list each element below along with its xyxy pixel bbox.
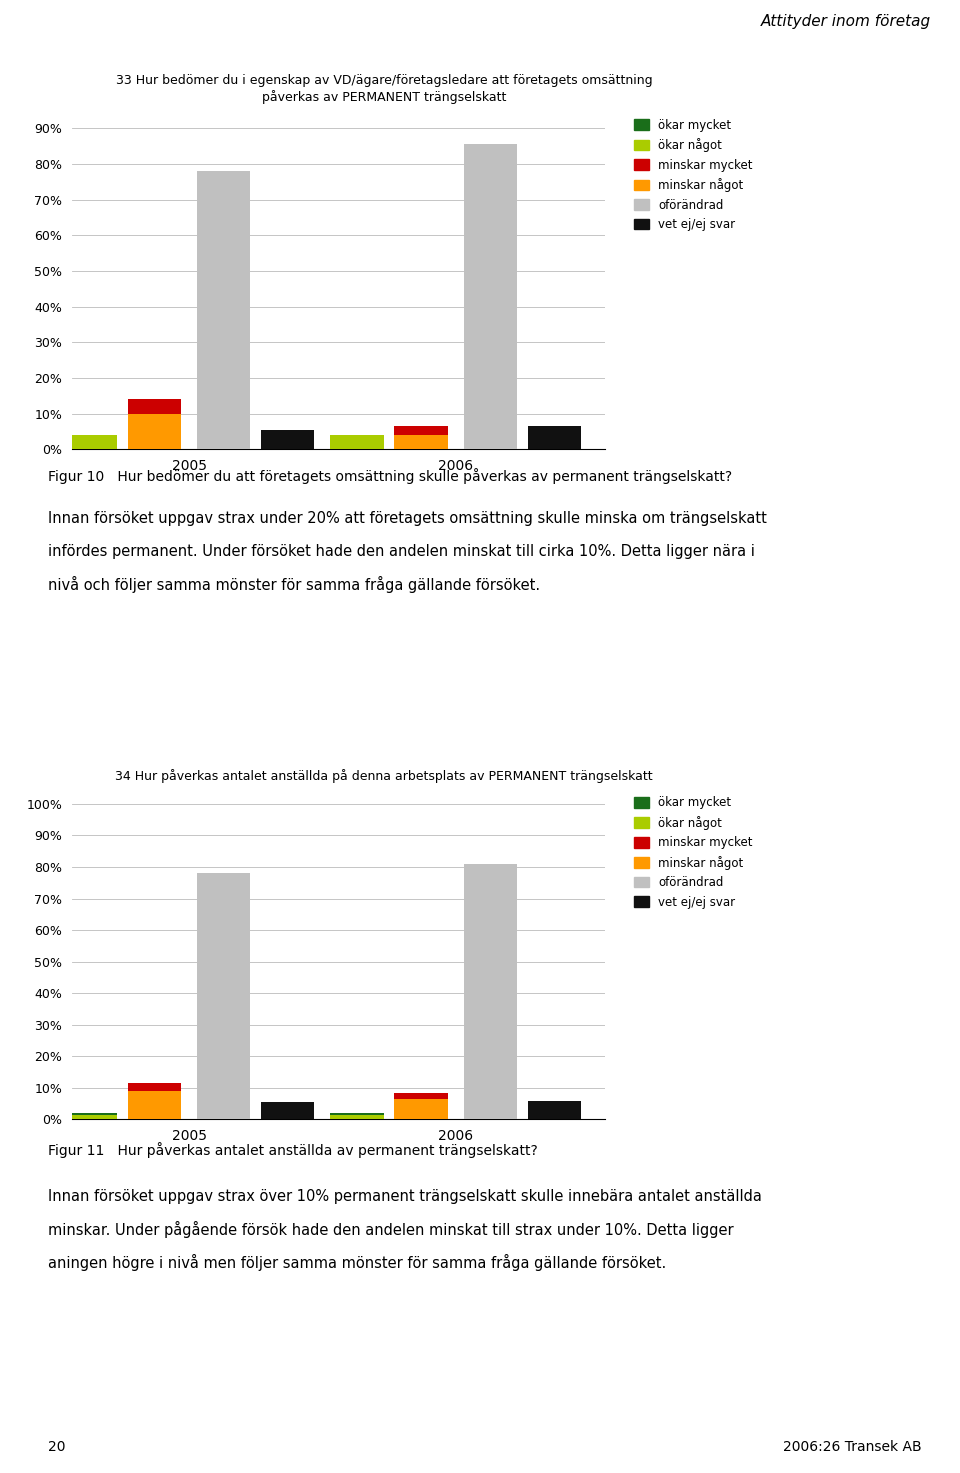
Text: 20: 20 bbox=[48, 1439, 65, 1454]
Bar bbox=[330, 1115, 384, 1119]
Legend: ökar mycket, ökar något, minskar mycket, minskar något, oförändrad, vet ej/ej sv: ökar mycket, ökar något, minskar mycket,… bbox=[632, 116, 755, 234]
Bar bbox=[395, 426, 447, 435]
Bar bbox=[261, 430, 315, 449]
Text: Attityder inom företag: Attityder inom företag bbox=[761, 15, 931, 29]
Bar bbox=[395, 1093, 447, 1099]
Text: Figur 11   Hur påverkas antalet anställda av permanent trängselskatt?: Figur 11 Hur påverkas antalet anställda … bbox=[48, 1142, 538, 1158]
Bar bbox=[64, 1114, 117, 1115]
Bar bbox=[64, 1115, 117, 1119]
Bar bbox=[197, 873, 251, 1119]
Bar bbox=[395, 1099, 447, 1119]
Text: aningen högre i nivå men följer samma mönster för samma fråga gällande försöket.: aningen högre i nivå men följer samma mö… bbox=[48, 1254, 666, 1271]
Bar bbox=[528, 1100, 581, 1119]
Bar bbox=[464, 144, 516, 449]
Text: Innan försöket uppgav strax över 10% permanent trängselskatt skulle innebära ant: Innan försöket uppgav strax över 10% per… bbox=[48, 1189, 762, 1203]
Bar bbox=[261, 1102, 315, 1119]
Text: 2006:26 Transek AB: 2006:26 Transek AB bbox=[783, 1439, 922, 1454]
Bar bbox=[128, 414, 181, 449]
Bar bbox=[128, 399, 181, 414]
Text: 33 Hur bedömer du i egenskap av VD/ägare/företagsledare att företagets omsättnin: 33 Hur bedömer du i egenskap av VD/ägare… bbox=[116, 74, 652, 87]
Bar bbox=[197, 171, 251, 449]
Text: Innan försöket uppgav strax under 20% att företagets omsättning skulle minska om: Innan försöket uppgav strax under 20% at… bbox=[48, 511, 767, 526]
Bar bbox=[64, 435, 117, 449]
Text: nivå och följer samma mönster för samma fråga gällande försöket.: nivå och följer samma mönster för samma … bbox=[48, 576, 540, 594]
Text: infördes permanent. Under försöket hade den andelen minskat till cirka 10%. Dett: infördes permanent. Under försöket hade … bbox=[48, 544, 755, 558]
Bar bbox=[128, 1091, 181, 1119]
Text: minskar. Under pågående försök hade den andelen minskat till strax under 10%. De: minskar. Under pågående försök hade den … bbox=[48, 1221, 733, 1239]
Bar bbox=[330, 435, 384, 449]
Bar bbox=[330, 1114, 384, 1115]
Text: 34 Hur påverkas antalet anställda på denna arbetsplats av PERMANENT trängselskat: 34 Hur påverkas antalet anställda på den… bbox=[115, 769, 653, 782]
Bar bbox=[528, 426, 581, 449]
Bar bbox=[464, 863, 516, 1119]
Bar bbox=[395, 435, 447, 449]
Text: påverkas av PERMANENT trängselskatt: påverkas av PERMANENT trängselskatt bbox=[262, 90, 506, 103]
Bar bbox=[128, 1083, 181, 1091]
Text: Figur 10   Hur bedömer du att företagets omsättning skulle påverkas av permanent: Figur 10 Hur bedömer du att företagets o… bbox=[48, 468, 732, 485]
Legend: ökar mycket, ökar något, minskar mycket, minskar något, oförändrad, vet ej/ej sv: ökar mycket, ökar något, minskar mycket,… bbox=[632, 794, 755, 912]
